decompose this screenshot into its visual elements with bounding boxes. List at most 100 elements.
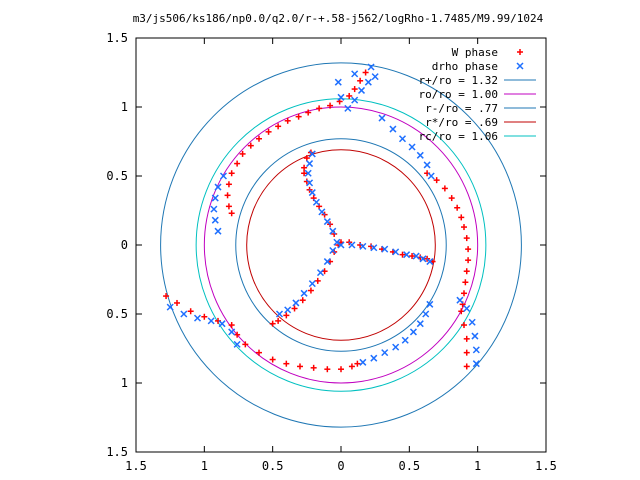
w-phase-point — [201, 313, 208, 320]
w-phase-point — [399, 251, 406, 258]
circles-layer — [160, 62, 522, 428]
drho-phase-point — [316, 269, 325, 277]
drho-phase-point — [427, 172, 435, 180]
w-phase-point — [454, 204, 461, 211]
drho-phase-point — [318, 208, 326, 216]
drho-phase-point — [300, 289, 308, 297]
w-phase-point — [448, 195, 455, 202]
w-phase-point — [314, 277, 321, 284]
drho-phase-point — [329, 246, 337, 255]
legend-label: ro/ro = 1.00 — [419, 88, 498, 101]
drho-phase-point — [472, 346, 480, 354]
w-phase-point — [338, 366, 344, 373]
drho-phase-point — [370, 244, 378, 252]
drho-phase-point — [214, 183, 222, 191]
y-tick-label: 0 — [121, 238, 128, 252]
x-tick-label: 0.5 — [398, 459, 420, 473]
drho-phase-point — [233, 340, 241, 348]
drho-phase-point — [381, 245, 389, 253]
drho-phase-point — [371, 73, 379, 81]
w-phase-point — [303, 155, 310, 162]
drho-phase-point — [408, 143, 416, 151]
w-phase-point — [265, 128, 272, 135]
drho-phase-point — [359, 358, 367, 366]
chart-title: m3/js506/ks186/np0.0/q2.0/r-+.58-j562/lo… — [133, 12, 544, 25]
drho-phase-point — [364, 78, 372, 86]
legend-label: W phase — [452, 46, 498, 59]
w-phase-point — [187, 308, 194, 315]
drho-phase-point — [292, 299, 300, 307]
drho-phase-point — [463, 304, 471, 313]
legend-label: r-/ro = .77 — [425, 102, 498, 115]
drho-phase-point — [207, 317, 215, 325]
circle-4 — [195, 98, 487, 392]
w-phase-point — [234, 160, 241, 167]
drho-phase-point — [423, 161, 431, 169]
legend-label: rc/ro = 1.06 — [419, 130, 498, 143]
w-phase-point — [295, 113, 302, 120]
drho-phase-point — [193, 314, 202, 322]
drho-phase-point — [304, 169, 312, 177]
drho-phase-point — [180, 310, 188, 318]
w-phase-point — [163, 293, 170, 300]
drho-phase-point — [426, 258, 434, 266]
w-phase-point — [225, 181, 232, 188]
drho-phase-point — [370, 354, 378, 362]
drho-phase-point — [412, 252, 420, 260]
drho-phase-point — [351, 70, 359, 78]
x-tick-label: 0 — [337, 459, 344, 473]
drho-phase-point — [323, 218, 331, 226]
w-phase-point — [354, 360, 361, 367]
drho-phase-point — [378, 114, 386, 122]
x-tick-label: 0.5 — [262, 459, 284, 473]
w-phase-point — [461, 224, 467, 231]
w-phase-point — [324, 366, 331, 373]
drho-phase-point — [416, 151, 424, 159]
drho-phase-point — [210, 205, 218, 213]
circle-3 — [246, 149, 436, 341]
drho-phase-point — [323, 258, 331, 266]
drho-phase-point — [333, 238, 341, 246]
drho-phase-point — [403, 251, 411, 259]
drho-phase-point — [468, 318, 476, 326]
drho-phase-point — [392, 248, 400, 256]
w-phase-point — [275, 317, 282, 324]
w-phase-point — [301, 164, 308, 171]
drho-phase-point — [218, 320, 226, 328]
drho-phase-point — [214, 227, 222, 235]
drho-phase-point — [219, 172, 227, 180]
w-phase-point — [269, 356, 276, 363]
w-phase-point — [301, 170, 308, 177]
drho-phase-point — [308, 280, 316, 288]
drho-phase-point — [166, 303, 174, 311]
drho-phase-point — [426, 300, 434, 308]
drho-phase-point — [409, 328, 417, 336]
w-phase-point — [461, 290, 467, 297]
drho-phase-point — [419, 255, 427, 263]
drho-phase-point — [337, 241, 345, 249]
w-phase-point — [305, 109, 312, 116]
w-phase-point — [239, 150, 246, 157]
w-phase-point — [463, 335, 470, 342]
y-tick-label: 1 — [121, 376, 128, 390]
w-phase-point — [283, 360, 290, 367]
w-phase-point — [461, 322, 467, 329]
y-tick-label: 0.5 — [106, 169, 128, 183]
drho-phase-point — [344, 104, 352, 112]
w-phase-point — [463, 349, 470, 356]
w-phase-point — [225, 203, 232, 210]
w-phase-point — [462, 279, 469, 286]
w-phase-point — [346, 92, 353, 99]
w-phase-point — [441, 185, 448, 192]
y-tick-label: 1.5 — [106, 31, 128, 45]
drho-phase-point — [392, 343, 400, 351]
w-phase-point — [307, 287, 314, 294]
w-phase-point — [465, 257, 472, 264]
w-phase-point — [228, 210, 235, 217]
w-phase-point — [299, 297, 306, 304]
drho-phase-point — [306, 179, 314, 187]
drho-phase-point — [422, 310, 430, 318]
y-tick-label: 0.5 — [106, 307, 128, 321]
